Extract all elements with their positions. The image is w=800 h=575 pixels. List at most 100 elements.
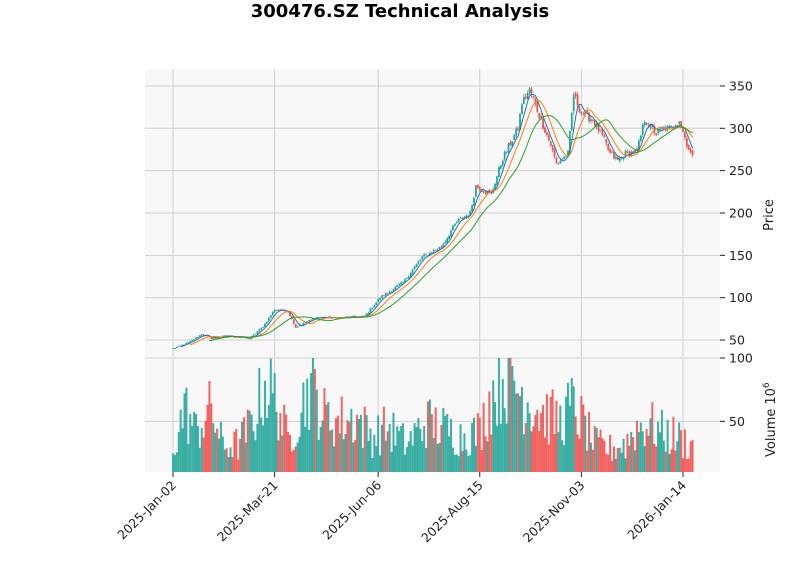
candle-body (200, 334, 203, 336)
x-tick-label: 2025-Jun-06 (319, 477, 384, 542)
volume-bar (340, 396, 343, 472)
volume-bar (425, 447, 428, 472)
candle-body (639, 135, 642, 141)
candle-body (609, 149, 612, 153)
candle-body (526, 93, 529, 100)
candle-body (521, 104, 523, 114)
x-tick-label: 2025-Nov-03 (520, 478, 588, 546)
volume-bar (572, 386, 575, 472)
candle-body (545, 132, 548, 136)
candle-body (411, 269, 414, 274)
volume-bar (361, 447, 364, 472)
candle-body (469, 211, 472, 216)
volume-bar (478, 417, 481, 472)
candle-body (402, 282, 404, 283)
candle-body (406, 277, 408, 279)
volume-bar (258, 367, 261, 472)
candle-body (373, 305, 376, 308)
candle-body (417, 261, 420, 265)
candle-body (555, 157, 558, 164)
volume-tick-label: 50 (729, 414, 745, 429)
volume-bar (193, 411, 196, 472)
volume-bar (494, 402, 497, 472)
candle-body (289, 311, 291, 317)
candle-body (233, 337, 236, 338)
candle-body (607, 144, 610, 150)
volume-bar (379, 455, 382, 472)
volume-bar (465, 449, 468, 472)
volume-bar (503, 408, 506, 472)
volume-bar (444, 415, 447, 472)
volume-bar (333, 446, 336, 472)
price-tick-label: 200 (729, 206, 753, 221)
volume-bar (532, 426, 535, 472)
volume-bar (248, 410, 251, 472)
candle-body (524, 96, 527, 99)
candle-body (624, 150, 627, 158)
candle-body (580, 111, 583, 114)
volume-bar (308, 429, 311, 472)
candle-body (187, 342, 190, 344)
candle-body (446, 238, 449, 243)
candle-body (383, 295, 385, 297)
volume-bar (202, 437, 205, 472)
candle-body (557, 163, 560, 165)
candle-body (590, 119, 592, 121)
candle-body (375, 302, 378, 306)
volume-bar (380, 424, 383, 472)
candle-body (179, 345, 182, 347)
volume-bar (411, 445, 414, 472)
volume-bar (239, 438, 242, 472)
price-tick-label: 50 (729, 333, 745, 348)
volume-bar (242, 417, 245, 472)
volume-bar (591, 449, 594, 472)
volume-bar (198, 447, 201, 472)
volume-bar (271, 393, 274, 472)
volume-bar (626, 433, 629, 472)
volume-bar (471, 422, 474, 472)
candle-body (384, 293, 387, 296)
candle-body (394, 286, 397, 290)
candle-body (185, 342, 188, 345)
volume-bar (218, 438, 221, 472)
candle-body (691, 150, 694, 156)
candle-body (547, 135, 550, 141)
volume-bar (674, 450, 677, 472)
candle-body (475, 185, 477, 197)
candle-body (494, 183, 497, 191)
volume-bar (315, 389, 318, 472)
volume-bar (440, 425, 443, 472)
candle-body (563, 156, 566, 159)
volume-bar (574, 416, 577, 472)
candle-body (191, 339, 194, 341)
volume-bar (553, 433, 556, 472)
candle-body (538, 113, 541, 118)
candle-body (655, 133, 658, 135)
candle-body (400, 282, 403, 285)
volume-bar (515, 393, 518, 472)
candle-body (626, 151, 629, 153)
volume-bar (344, 434, 347, 472)
candle-body (488, 189, 491, 193)
volume-bar (231, 457, 234, 472)
volume-bar (490, 434, 493, 472)
volume-bar (603, 440, 606, 472)
volume-bar (421, 440, 424, 472)
volume-bar (670, 449, 673, 472)
volume-bar (402, 423, 405, 472)
volume-bar (409, 431, 412, 472)
candle-body (515, 128, 518, 136)
volume-bar (229, 447, 232, 472)
volume-bar (396, 426, 399, 472)
volume-bar (179, 409, 182, 472)
candle-body (463, 216, 466, 219)
volume-bars (172, 358, 694, 472)
volume-bar (488, 391, 491, 472)
candle-body (599, 129, 602, 131)
volume-bar (467, 456, 470, 472)
volume-axis-label-exponent: 6 (762, 382, 772, 388)
volume-bar (563, 445, 566, 472)
candle-body (388, 291, 391, 293)
ma-line-mid (190, 99, 694, 346)
